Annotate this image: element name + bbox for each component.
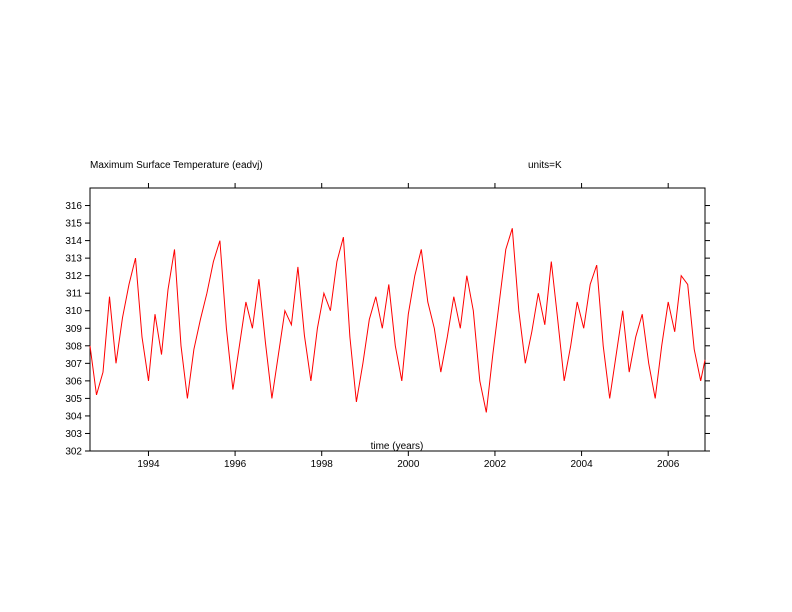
- y-axis: 302 303 304 305 306 307 308 309 310 311 312 313 314 3…: [65, 201, 710, 458]
- x-tick-label: 2000: [397, 459, 420, 470]
- y-tick-label: 307: [65, 359, 82, 370]
- y-tick-label: 303: [65, 429, 82, 440]
- y-tick-label: 315: [65, 219, 82, 230]
- series-layer: [89, 228, 706, 413]
- y-tick-label: 308: [65, 341, 82, 352]
- y-tick-label: 305: [65, 394, 82, 405]
- plot-frame: [89, 187, 706, 452]
- y-tick-label: 302: [65, 447, 82, 458]
- x-tick-label: 2002: [484, 459, 507, 470]
- x-tick-label: 1996: [224, 459, 247, 470]
- x-tick-label: 2004: [570, 459, 593, 470]
- x-tick-label: 1998: [311, 459, 334, 470]
- y-tick-label: 311: [66, 289, 82, 300]
- units-label: units=K: [528, 160, 562, 171]
- y-tick-label: 309: [65, 324, 82, 335]
- series-line: [89, 228, 706, 413]
- x-tick-label: 2006: [657, 459, 680, 470]
- y-tick-label: 312: [65, 271, 82, 282]
- x-axis-label: time (years): [371, 441, 424, 452]
- x-axis: 1994 1996 1998 2000 2002 2004 2006: [137, 183, 680, 470]
- y-tick-label: 306: [65, 376, 82, 387]
- x-tick-label: 1994: [137, 459, 160, 470]
- y-tick-label: 310: [65, 306, 82, 317]
- y-tick-label: 314: [65, 236, 82, 247]
- y-tick-label: 304: [65, 411, 82, 422]
- chart-title: Maximum Surface Temperature (eadvj): [90, 160, 263, 171]
- y-tick-label: 313: [65, 254, 82, 265]
- y-tick-label: 316: [65, 201, 82, 212]
